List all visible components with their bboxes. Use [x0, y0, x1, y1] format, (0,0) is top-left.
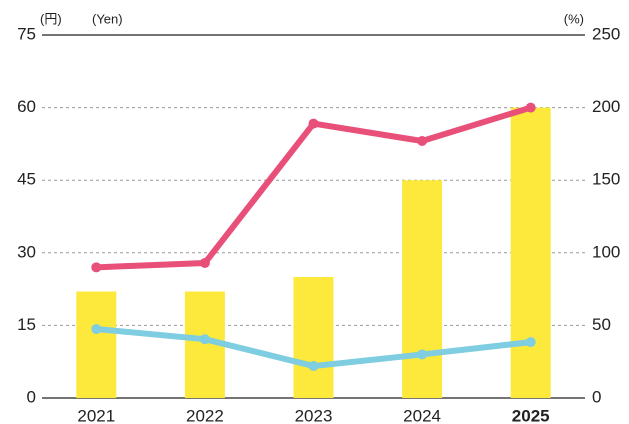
y2-axis-label: (%): [564, 11, 584, 26]
y-tick-label: 45: [17, 170, 36, 189]
x-tick-label: 2024: [403, 406, 441, 424]
bar: [293, 277, 334, 398]
y-tick-label: 75: [17, 24, 36, 43]
point: [91, 262, 102, 273]
y-tick-label: 15: [17, 315, 36, 334]
point: [199, 334, 210, 345]
line: [93, 104, 534, 271]
y-axis-label: (円): [40, 11, 62, 26]
y2-tick-label: 150: [592, 170, 620, 189]
y-axis-label-en: (Yen): [92, 11, 123, 26]
y2-tick-label: 200: [592, 97, 620, 116]
y-tick-label: 30: [17, 242, 36, 261]
point: [91, 324, 102, 335]
point: [199, 257, 210, 268]
bar: [76, 291, 117, 398]
point: [308, 118, 319, 129]
x-tick-label: 2025: [512, 406, 550, 424]
y2-tick-label: 50: [592, 315, 611, 334]
x-tick-label: 2021: [77, 406, 115, 424]
point: [308, 361, 319, 372]
y2-tick-label: 250: [592, 24, 620, 43]
y2-tick-label: 100: [592, 242, 620, 261]
bar: [510, 107, 551, 398]
y2-tick-label: 0: [592, 387, 601, 406]
bar: [402, 180, 443, 398]
x-tick-label: 2023: [295, 406, 333, 424]
x-tick-label: 2022: [186, 406, 224, 424]
point: [417, 349, 428, 360]
y-tick-label: 0: [27, 387, 36, 406]
point: [525, 337, 536, 348]
y-tick-label: 60: [17, 97, 36, 116]
point: [525, 102, 536, 113]
point: [417, 135, 428, 146]
